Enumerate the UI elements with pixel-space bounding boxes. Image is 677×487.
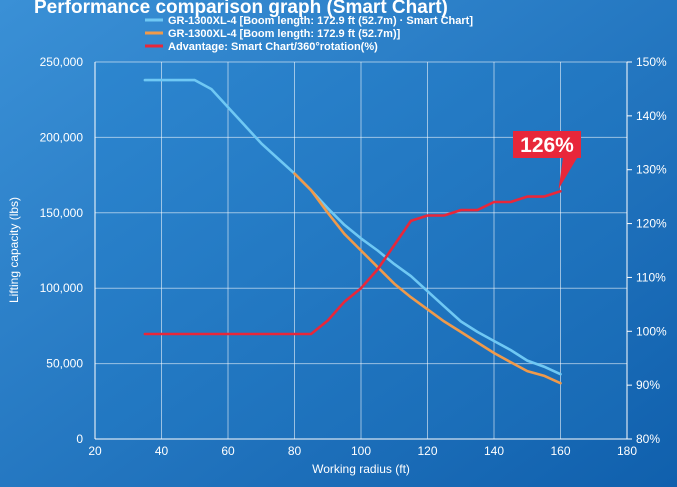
chart-title: Performance comparison graph (Smart Char… xyxy=(34,0,448,18)
x-tick-label: 40 xyxy=(155,444,169,458)
callout-box xyxy=(513,131,581,158)
axes: 0 50,000 100,000 150,000 200,000 250,000 20 40 6… xyxy=(40,55,667,458)
y-tick-label: 50,000 xyxy=(46,357,83,371)
legend: GR-1300XL-4 [Boom length: 172.9 ft (52.7… xyxy=(145,15,473,53)
callout-label: 126% xyxy=(520,134,574,157)
callout-pointer xyxy=(558,158,577,190)
y-tick-label: 0 xyxy=(76,432,83,446)
grid xyxy=(95,61,627,439)
y-tick-label: 100,000 xyxy=(40,281,84,295)
legend-label: GR-1300XL-4 [Boom length: 172.9 ft (52.7… xyxy=(168,28,401,40)
y2-tick-label: 140% xyxy=(636,109,667,123)
x-axis-label: Working radius (ft) xyxy=(312,462,410,476)
y2-tick-label: 120% xyxy=(636,217,667,231)
y2-tick-label: 80% xyxy=(636,432,660,446)
legend-label: GR-1300XL-4 [Boom length: 172.9 ft (52.7… xyxy=(168,15,473,27)
x-tick-label: 60 xyxy=(221,444,235,458)
x-tick-label: 20 xyxy=(88,444,102,458)
series-lines xyxy=(143,78,562,385)
x-tick-label: 160 xyxy=(550,444,570,458)
series-line-2 xyxy=(293,172,562,385)
x-tick-label: 80 xyxy=(288,444,302,458)
y-tick-label: 150,000 xyxy=(40,206,84,220)
x-tick-label: 120 xyxy=(417,444,437,458)
y2-tick-label: 90% xyxy=(636,378,660,392)
annotations: 126% xyxy=(513,131,581,190)
y2-tick-label: 130% xyxy=(636,163,667,177)
y-tick-label: 200,000 xyxy=(40,130,84,144)
series-line-3 xyxy=(143,190,562,336)
x-tick-label: 180 xyxy=(617,444,637,458)
y2-tick-label: 110% xyxy=(636,270,666,284)
y-tick-label: 250,000 xyxy=(40,55,84,69)
series-line-1 xyxy=(143,78,562,376)
x-tick-label: 100 xyxy=(351,444,371,458)
y2-tick-label: 150% xyxy=(636,55,667,69)
y2-tick-label: 100% xyxy=(636,324,667,338)
y-axis-label: Lifting capacity (lbs) xyxy=(7,197,21,303)
x-tick-label: 140 xyxy=(484,444,504,458)
legend-label: Advantage: Smart Chart/360°rotation(%) xyxy=(168,41,378,53)
